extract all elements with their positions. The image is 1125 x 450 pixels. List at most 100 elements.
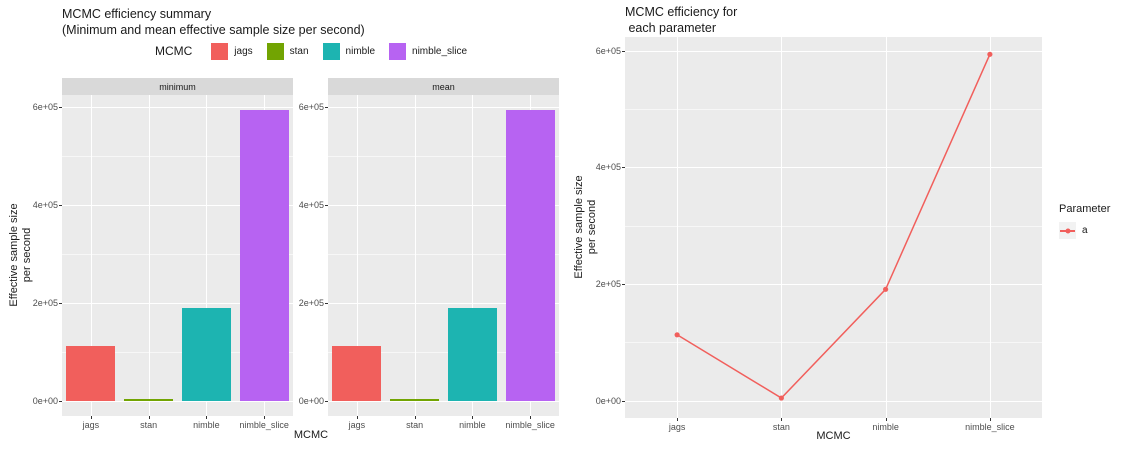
legend-item-nimble_slice: nimble_slice: [389, 42, 468, 60]
x-tick-mark: [90, 416, 92, 419]
x-tick-mark: [148, 416, 150, 419]
y-tick-label: 0e+00: [32, 396, 58, 407]
category-gridline: [90, 95, 92, 416]
bar-stan-minimum: [124, 399, 174, 402]
parameter-legend-label: a: [1082, 225, 1088, 236]
line-chart-figure: MCMC efficiency for each parameter Effec…: [565, 0, 1125, 450]
left-y-axis-title-line1: Effective sample size: [8, 203, 20, 307]
minor-gridline: [328, 254, 559, 256]
facet-strip-mean: mean: [328, 78, 559, 95]
x-tick-mark: [206, 416, 208, 419]
bar-stan-mean: [390, 399, 440, 402]
category-gridline: [677, 37, 679, 418]
left-y-axis-title-line2: per second: [21, 227, 33, 283]
left-y-axis-title: Effective sample size per second: [8, 203, 34, 306]
left-chart-title-line2: (Minimum and mean effective sample size …: [62, 23, 365, 37]
y-tick-mark: [622, 284, 625, 286]
y-tick-label: 2e+05: [298, 298, 324, 309]
data-point-nimble_slice: [987, 51, 993, 57]
x-tick-mark: [414, 416, 416, 419]
y-tick-mark: [325, 106, 328, 108]
major-gridline: [625, 284, 1042, 286]
minor-gridline: [62, 254, 293, 256]
legend-item-stan: stan: [266, 42, 309, 60]
right-y-axis-title-line2: per second: [586, 199, 598, 255]
x-tick-label: nimble: [459, 420, 486, 430]
y-tick-label: 0e+00: [298, 396, 324, 407]
x-tick-label: jags: [82, 420, 100, 430]
bar-nimble_slice-mean: [505, 109, 555, 402]
y-tick-label: 6e+05: [595, 45, 621, 56]
y-tick-mark: [59, 204, 62, 206]
legend-item-jags: jags: [211, 42, 253, 60]
x-tick-mark: [472, 416, 474, 419]
parameter-legend-item: a: [1059, 222, 1110, 239]
facet-panel-minimum: [62, 95, 293, 416]
minor-gridline: [62, 352, 293, 354]
mcmc-color-legend: MCMC jags stan nimble nimble_slice: [62, 41, 560, 61]
bar-jags-minimum: [66, 345, 116, 402]
legend-swatch-jags: [211, 42, 229, 60]
major-gridline: [328, 106, 559, 108]
x-tick-label: nimble_slice: [239, 420, 289, 430]
category-gridline: [148, 95, 150, 416]
bar-nimble-minimum: [181, 307, 231, 402]
right-chart-title: MCMC efficiency for each parameter: [625, 4, 737, 36]
y-tick-label: 4e+05: [32, 199, 58, 210]
legend-label-stan: stan: [289, 45, 309, 57]
legend-item-nimble: nimble: [322, 42, 376, 60]
x-tick-label: nimble_slice: [965, 422, 1015, 432]
minor-gridline: [62, 155, 293, 157]
x-tick-mark: [989, 418, 991, 421]
right-chart-title-line2: each parameter: [625, 21, 717, 35]
y-tick-mark: [325, 204, 328, 206]
category-gridline: [414, 95, 416, 416]
x-tick-mark: [677, 418, 679, 421]
major-gridline: [62, 303, 293, 305]
data-point-jags: [674, 332, 680, 338]
x-tick-label: stan: [140, 420, 158, 430]
legend-label-nimble_slice: nimble_slice: [412, 45, 468, 57]
major-gridline: [328, 401, 559, 403]
data-point-nimble: [883, 286, 889, 292]
left-x-axis-title: MCMC: [293, 429, 329, 441]
y-tick-mark: [59, 106, 62, 108]
y-tick-label: 6e+05: [32, 101, 58, 112]
bar-nimble_slice-minimum: [239, 109, 289, 402]
x-tick-label: stan: [772, 422, 790, 432]
category-gridline: [206, 95, 208, 416]
minor-gridline: [625, 109, 1042, 111]
major-gridline: [625, 167, 1042, 169]
y-tick-mark: [59, 401, 62, 403]
legend-key-dot: [1065, 228, 1070, 233]
legend-label-jags: jags: [234, 45, 253, 57]
legend-swatch-nimble: [322, 42, 340, 60]
minor-gridline: [625, 225, 1042, 227]
legend-label-nimble: nimble: [345, 45, 376, 57]
legend-swatch-nimble_slice: [389, 42, 407, 60]
parameter-a-line-layer: [674, 51, 993, 401]
major-gridline: [62, 106, 293, 108]
x-tick-label: jags: [668, 422, 686, 432]
x-tick-label: jags: [348, 420, 366, 430]
parameter-a-key: [1059, 222, 1076, 239]
x-tick-mark: [530, 416, 532, 419]
major-gridline: [62, 401, 293, 403]
data-point-stan: [778, 395, 784, 401]
minor-gridline: [328, 155, 559, 157]
mcmc-legend-items: jags stan nimble nimble_slice: [197, 42, 468, 60]
category-gridline: [356, 95, 358, 416]
major-gridline: [328, 204, 559, 206]
y-tick-label: 0e+00: [595, 395, 621, 406]
right-y-axis-title-line1: Effective sample size: [573, 175, 585, 279]
y-tick-label: 6e+05: [298, 101, 324, 112]
y-tick-label: 2e+05: [32, 298, 58, 309]
x-tick-label: nimble: [193, 420, 220, 430]
facet-strip-minimum: minimum: [62, 78, 293, 95]
facet-panel-mean: [328, 95, 559, 416]
x-tick-mark: [264, 416, 266, 419]
x-tick-mark: [356, 416, 358, 419]
category-gridline: [885, 37, 887, 418]
line-chart-panel: [625, 37, 1042, 418]
major-gridline: [625, 400, 1042, 402]
